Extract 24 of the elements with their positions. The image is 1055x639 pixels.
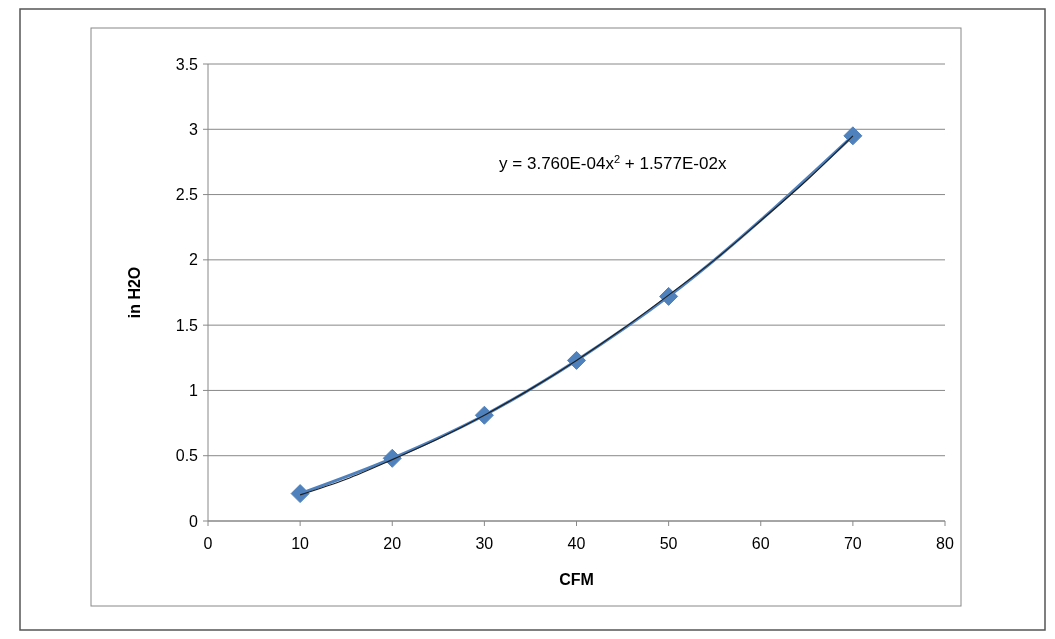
y-tick-label: 1.5	[175, 316, 199, 334]
x-tick-label: 50	[659, 535, 678, 552]
x-tick-label: 20	[383, 535, 402, 552]
x-tick-label: 70	[843, 535, 862, 552]
y-tick-label: 2.5	[175, 186, 199, 204]
x-tick-label: 10	[291, 535, 310, 552]
point	[659, 286, 679, 306]
y-tick-label: 1	[189, 382, 199, 400]
x-tick-label: 80	[936, 535, 954, 552]
point	[567, 350, 586, 370]
x-tick-label: 60	[751, 535, 770, 552]
y-tick-label: 3	[189, 120, 199, 138]
y-tick-label: 3.5	[175, 55, 199, 73]
x-axis-title: CFM	[559, 571, 594, 588]
point	[843, 126, 863, 146]
y-tick-label: 0	[189, 512, 199, 530]
y-tick-label: 0.5	[175, 447, 199, 465]
x-tick-label: 40	[567, 535, 586, 552]
y-axis-title: in H2O	[126, 266, 143, 319]
y-tick-label: 2	[189, 251, 199, 269]
x-tick-label: 30	[475, 535, 494, 552]
point	[290, 484, 310, 504]
annotation: y = 3.760E-04x$^{2}$ + 1.577E-02x	[499, 153, 727, 173]
x-tick-label: 0	[203, 535, 213, 552]
